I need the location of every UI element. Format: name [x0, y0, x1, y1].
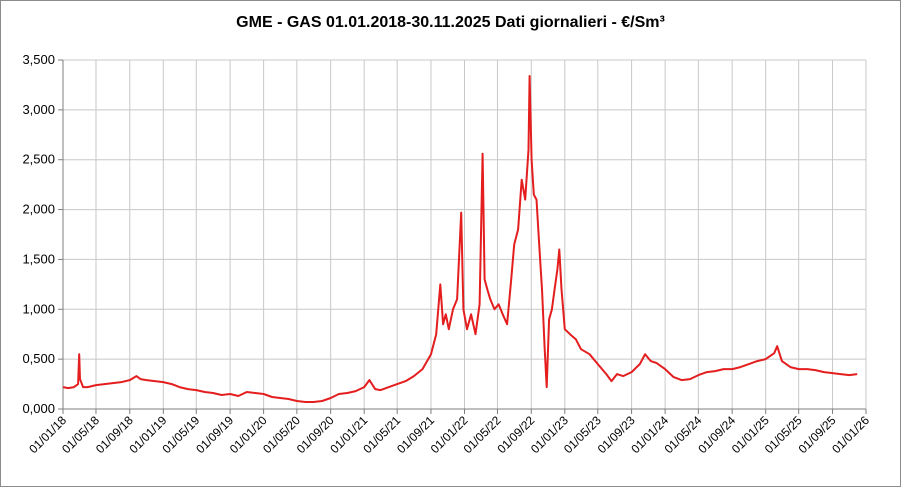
- y-tick-label: 3,000: [22, 102, 55, 117]
- y-tick-label: 3,500: [22, 52, 55, 67]
- y-axis: 0,000 0,500 1,000 1,500 2,000 2,500 3,000 3,500: [22, 52, 64, 416]
- y-tick-label: 0,500: [22, 351, 55, 366]
- y-tick-label: 2,500: [22, 152, 55, 167]
- grid: [62, 59, 867, 410]
- series-group: [62, 75, 858, 403]
- y-tick-label: 1,000: [22, 301, 55, 316]
- chart-title: GME - GAS 01.01.2018-30.11.2025 Dati gio…: [236, 14, 665, 31]
- x-tick-label: 01/01/26: [829, 413, 872, 456]
- y-tick-label: 1,500: [22, 251, 55, 266]
- series-line: [62, 75, 858, 403]
- y-tick-label: 2,000: [22, 202, 55, 217]
- x-axis: 01/01/1801/05/1801/09/1801/01/1901/05/19…: [26, 408, 872, 456]
- y-tick-label: 0,000: [22, 401, 55, 416]
